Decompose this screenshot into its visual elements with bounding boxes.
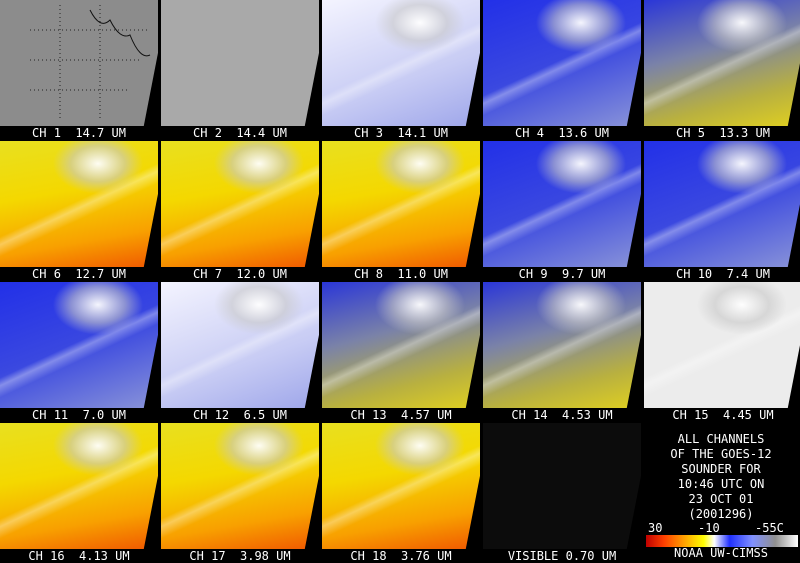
cloud	[0, 282, 158, 408]
panel-label: VISIBLE 0.70 UM	[507, 549, 617, 563]
cloud	[322, 0, 480, 126]
cloud	[161, 141, 319, 267]
legend-line: 23 OCT 01	[688, 492, 754, 506]
panel-label: CH 14 4.53 UM	[511, 408, 613, 422]
cloud	[0, 423, 158, 549]
legend-line: (2001296)	[688, 507, 754, 521]
cloud	[161, 282, 319, 408]
panel-label: CH 6 12.7 UM	[32, 267, 126, 281]
cloud	[644, 0, 800, 126]
legend-line: ALL CHANNELS	[677, 432, 765, 446]
cloud	[644, 141, 800, 267]
scale-label: -55C	[755, 521, 784, 535]
panel: CH 18 3.76 UM	[322, 423, 482, 563]
panel-label: CH 12 6.5 UM	[193, 408, 287, 422]
panel-label: CH 1 14.7 UM	[32, 126, 126, 140]
panel-label: CH 18 3.76 UM	[350, 549, 452, 563]
panel-label: CH 17 3.98 UM	[189, 549, 291, 563]
panel: CH 7 12.0 UM	[161, 141, 321, 281]
panel: CH 2 14.4 UM	[161, 0, 321, 140]
panel-label: CH 13 4.57 UM	[350, 408, 452, 422]
panel: CH 6 12.7 UM	[0, 141, 160, 281]
panel-label: CH 4 13.6 UM	[515, 126, 609, 140]
image	[483, 423, 641, 549]
panel-label: CH 9 9.7 UM	[518, 267, 606, 281]
panel-label: CH 10 7.4 UM	[676, 267, 770, 281]
cloud	[322, 141, 480, 267]
panel: CH 11 7.0 UM	[0, 282, 160, 422]
panel: CH 3 14.1 UM	[322, 0, 482, 140]
cloud	[322, 282, 480, 408]
panel-label: CH 3 14.1 UM	[354, 126, 448, 140]
legend-line: SOUNDER FOR	[681, 462, 761, 476]
panel: CH 14 4.53 UM	[483, 282, 643, 422]
map-lines	[30, 5, 151, 120]
panel: CH 13 4.57 UM	[322, 282, 482, 422]
panel: CH 10 7.4 UM	[644, 141, 800, 281]
panel: CH 17 3.98 UM	[161, 423, 321, 563]
image	[161, 0, 319, 126]
cloud	[644, 282, 800, 408]
panel: CH 8 11.0 UM	[322, 141, 482, 281]
panel: CH 16 4.13 UM	[0, 423, 160, 563]
panel: CH 15 4.45 UM	[644, 282, 800, 422]
panel: CH 9 9.7 UM	[483, 141, 643, 281]
cloud	[483, 282, 641, 408]
legend-line: OF THE GOES-12	[670, 447, 772, 461]
cloud	[483, 0, 641, 126]
credit: NOAA UW-CIMSS	[674, 546, 768, 560]
cloud	[161, 423, 319, 549]
cloud	[0, 141, 158, 267]
panel-label: CH 5 13.3 UM	[676, 126, 770, 140]
cloud	[483, 141, 641, 267]
panel: CH 5 13.3 UM	[644, 0, 800, 140]
scale-label: 30	[648, 521, 663, 535]
panel-label: CH 8 11.0 UM	[354, 267, 448, 281]
cloud	[322, 423, 480, 549]
panel-label: CH 15 4.45 UM	[672, 408, 774, 422]
panel: VISIBLE 0.70 UM	[483, 423, 643, 563]
panel-label: CH 2 14.4 UM	[193, 126, 287, 140]
color-scale	[646, 535, 798, 547]
panel: CH 12 6.5 UM	[161, 282, 321, 422]
panel-label: CH 11 7.0 UM	[32, 408, 126, 422]
panel: CH 4 13.6 UM	[483, 0, 643, 140]
panel-label: CH 7 12.0 UM	[193, 267, 287, 281]
panel-label: CH 16 4.13 UM	[28, 549, 130, 563]
image	[0, 0, 158, 126]
scale-label: -10	[698, 521, 720, 535]
legend-line: 10:46 UTC ON	[677, 477, 765, 491]
panel: CH 1 14.7 UM	[0, 0, 160, 140]
